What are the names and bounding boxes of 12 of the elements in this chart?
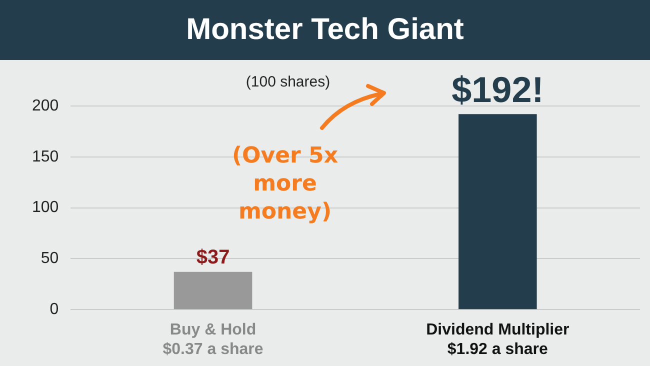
data-label: $192!: [452, 69, 544, 110]
y-tick-label: 200: [32, 97, 59, 114]
y-tick-label: 50: [40, 250, 59, 268]
y-tick-label: 0: [50, 301, 59, 318]
text: (100 shares): [246, 74, 330, 91]
chart-title: Monster Tech Giant: [0, 0, 650, 60]
y-tick-label: 150: [32, 148, 59, 166]
annotation: (Over 5x more money): [232, 144, 338, 225]
y-tick-label: 100: [32, 199, 59, 216]
data-label: $37: [196, 246, 230, 268]
x-tick-label: Buy & Hold $0.37 a share: [162, 322, 264, 358]
x-tick-label: Dividend Multiplier $1.92 a share: [426, 322, 570, 358]
